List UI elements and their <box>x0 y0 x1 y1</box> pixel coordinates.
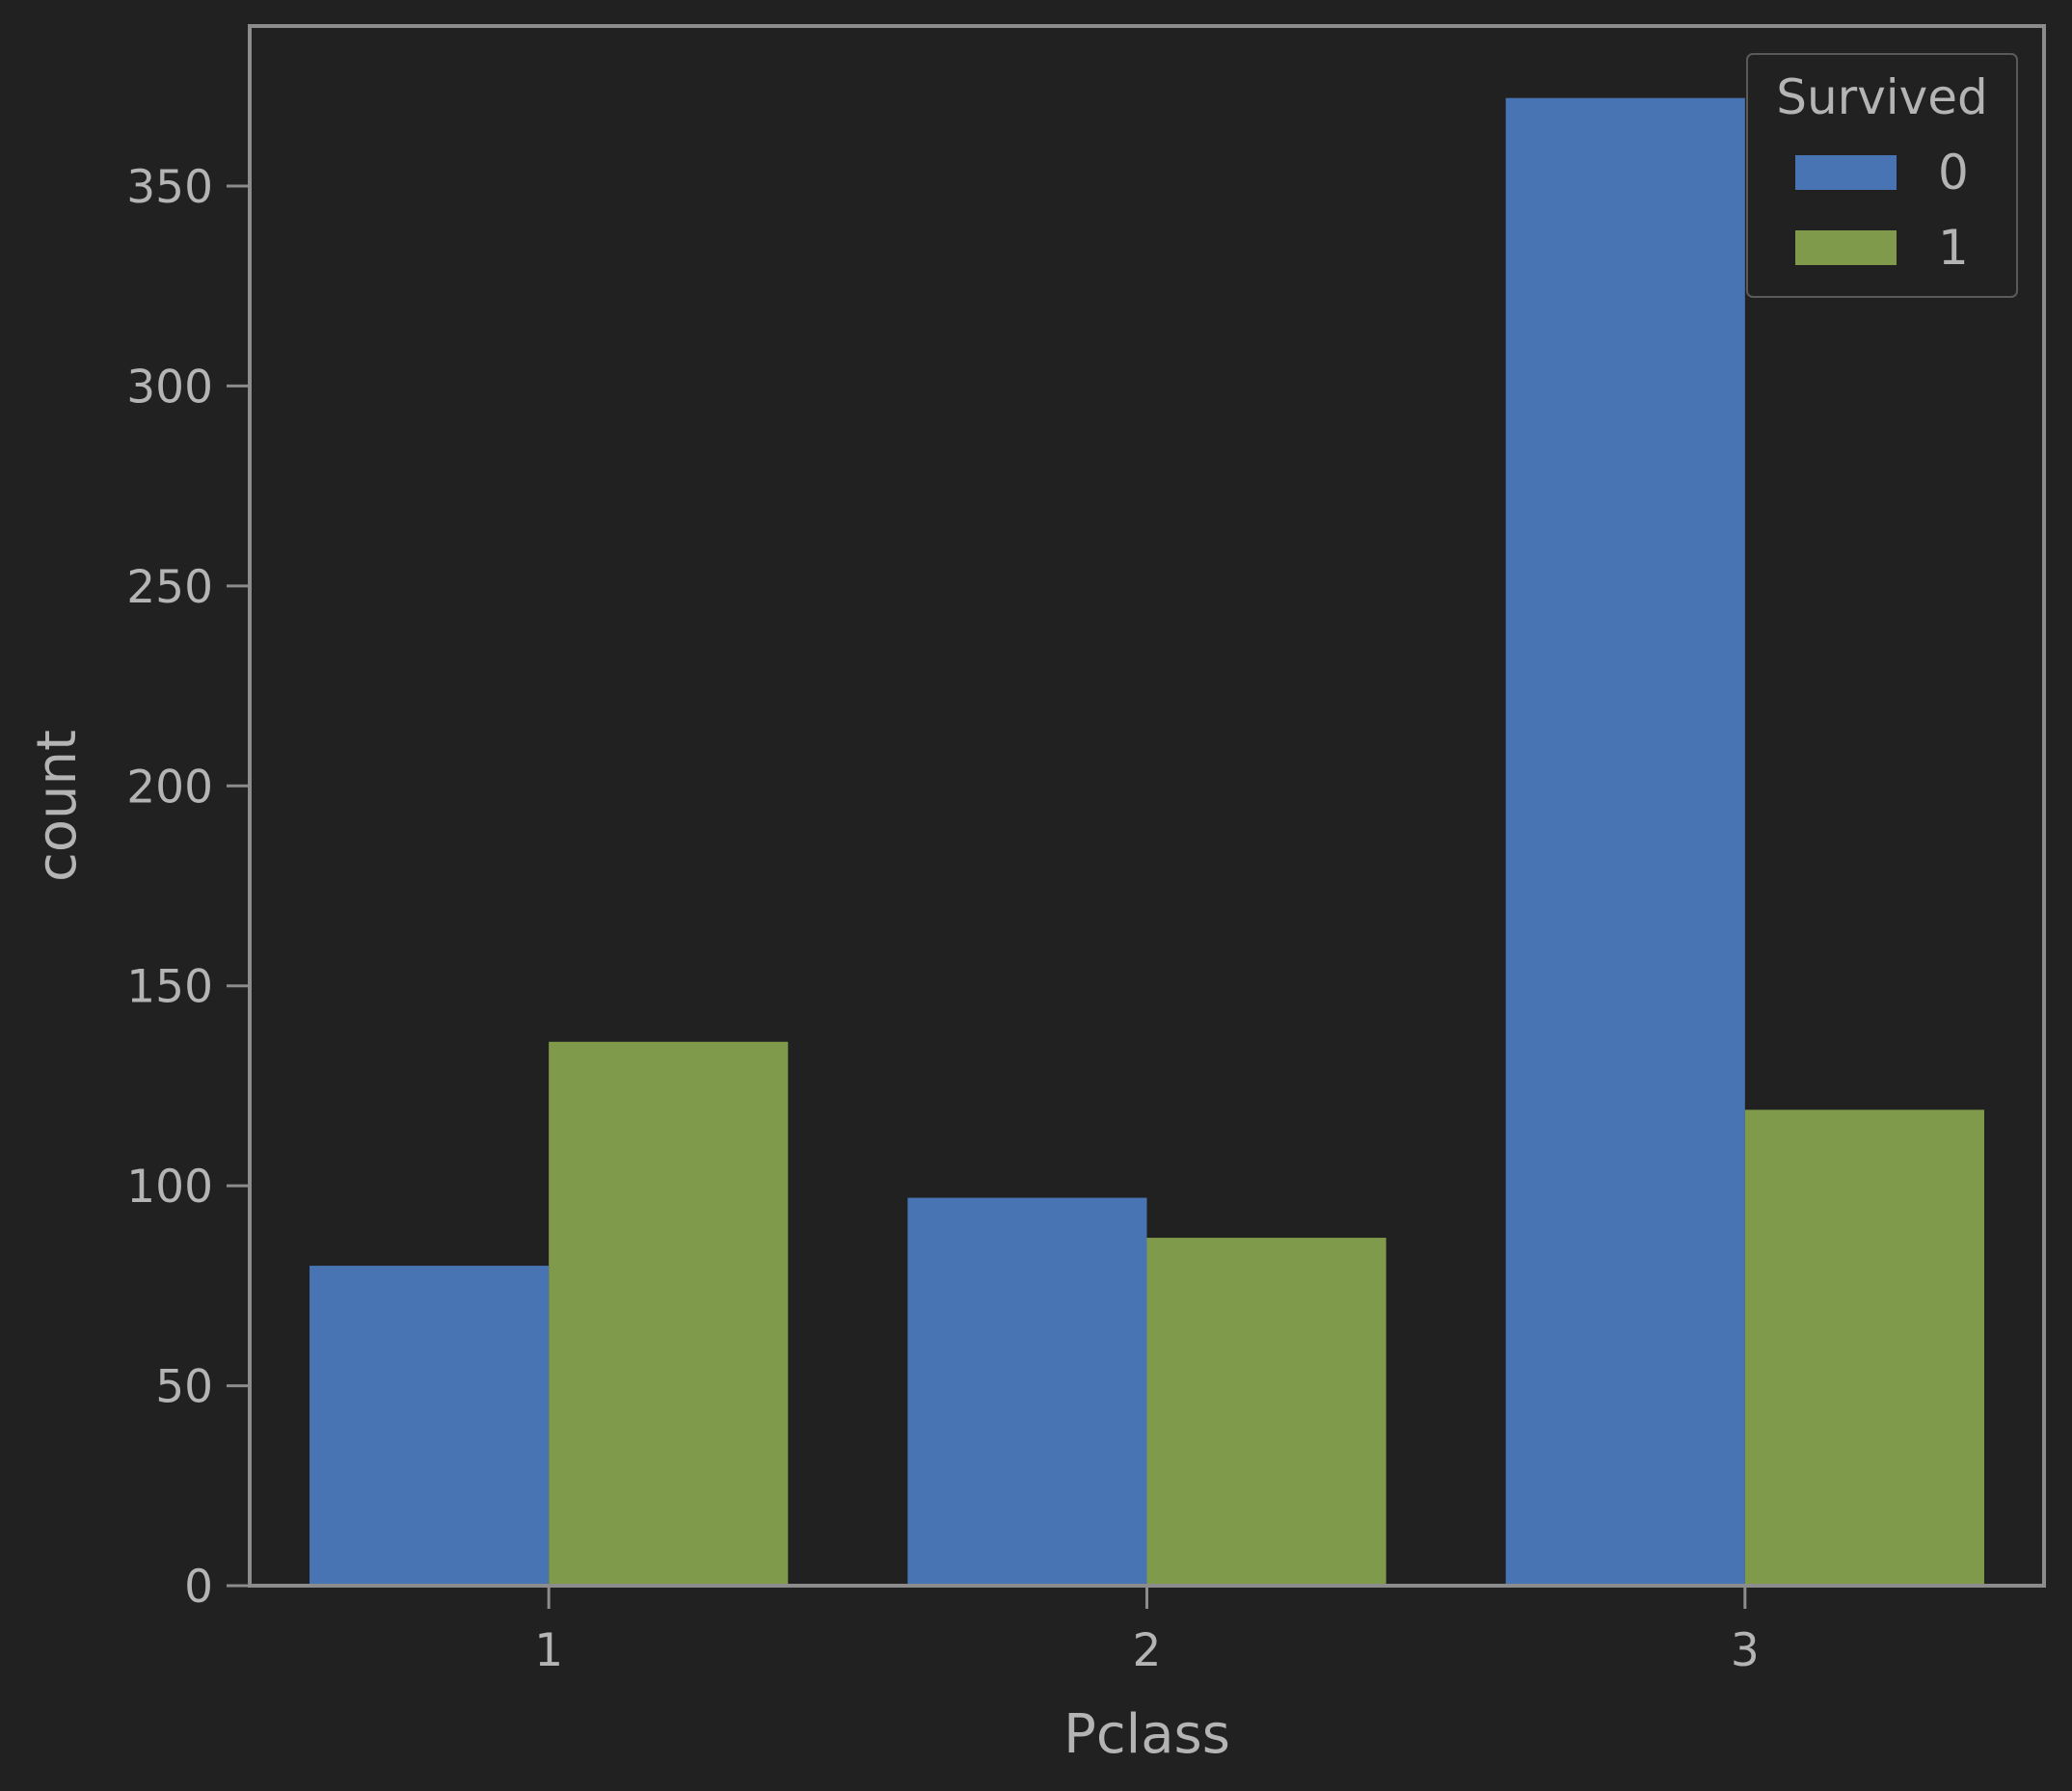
y-tick-label: 350 <box>126 161 213 214</box>
x-tick-label: 2 <box>1133 1624 1162 1677</box>
bar-pclass-1-survived-0 <box>309 1266 550 1586</box>
x-axis: 1 2 3 <box>534 1586 1760 1677</box>
legend-swatch-0 <box>1795 155 1897 190</box>
bar-pclass-2-survived-0 <box>907 1197 1147 1586</box>
y-tick-label: 250 <box>126 561 213 614</box>
legend-items: 01 <box>1795 145 1969 276</box>
bar-pclass-3-survived-1 <box>1744 1109 1984 1586</box>
y-tick-label: 200 <box>126 761 213 814</box>
x-axis-label: Pclass <box>1063 1703 1230 1766</box>
x-tick-label: 1 <box>534 1624 563 1677</box>
y-tick-label: 150 <box>126 961 213 1014</box>
y-tick-label: 300 <box>126 361 213 414</box>
y-tick-label: 50 <box>155 1361 213 1414</box>
y-tick-label: 0 <box>184 1561 213 1614</box>
x-tick-label: 3 <box>1731 1624 1760 1677</box>
legend: Survived 01 <box>1746 53 2018 298</box>
y-tick-label: 100 <box>126 1161 213 1214</box>
legend-label-1: 1 <box>1938 220 1969 276</box>
legend-label-0: 0 <box>1938 145 1969 200</box>
y-axis-label: count <box>26 730 89 882</box>
bar-pclass-1-survived-1 <box>549 1041 789 1586</box>
bar-pclass-2-survived-1 <box>1146 1238 1386 1586</box>
bar-pclass-3-survived-0 <box>1505 97 1745 1587</box>
legend-title: Survived <box>1776 69 1988 125</box>
y-axis: 0 50 100 150 200 250 300 350 <box>126 161 250 1614</box>
bars <box>309 97 1984 1587</box>
legend-swatch-1 <box>1795 230 1897 265</box>
